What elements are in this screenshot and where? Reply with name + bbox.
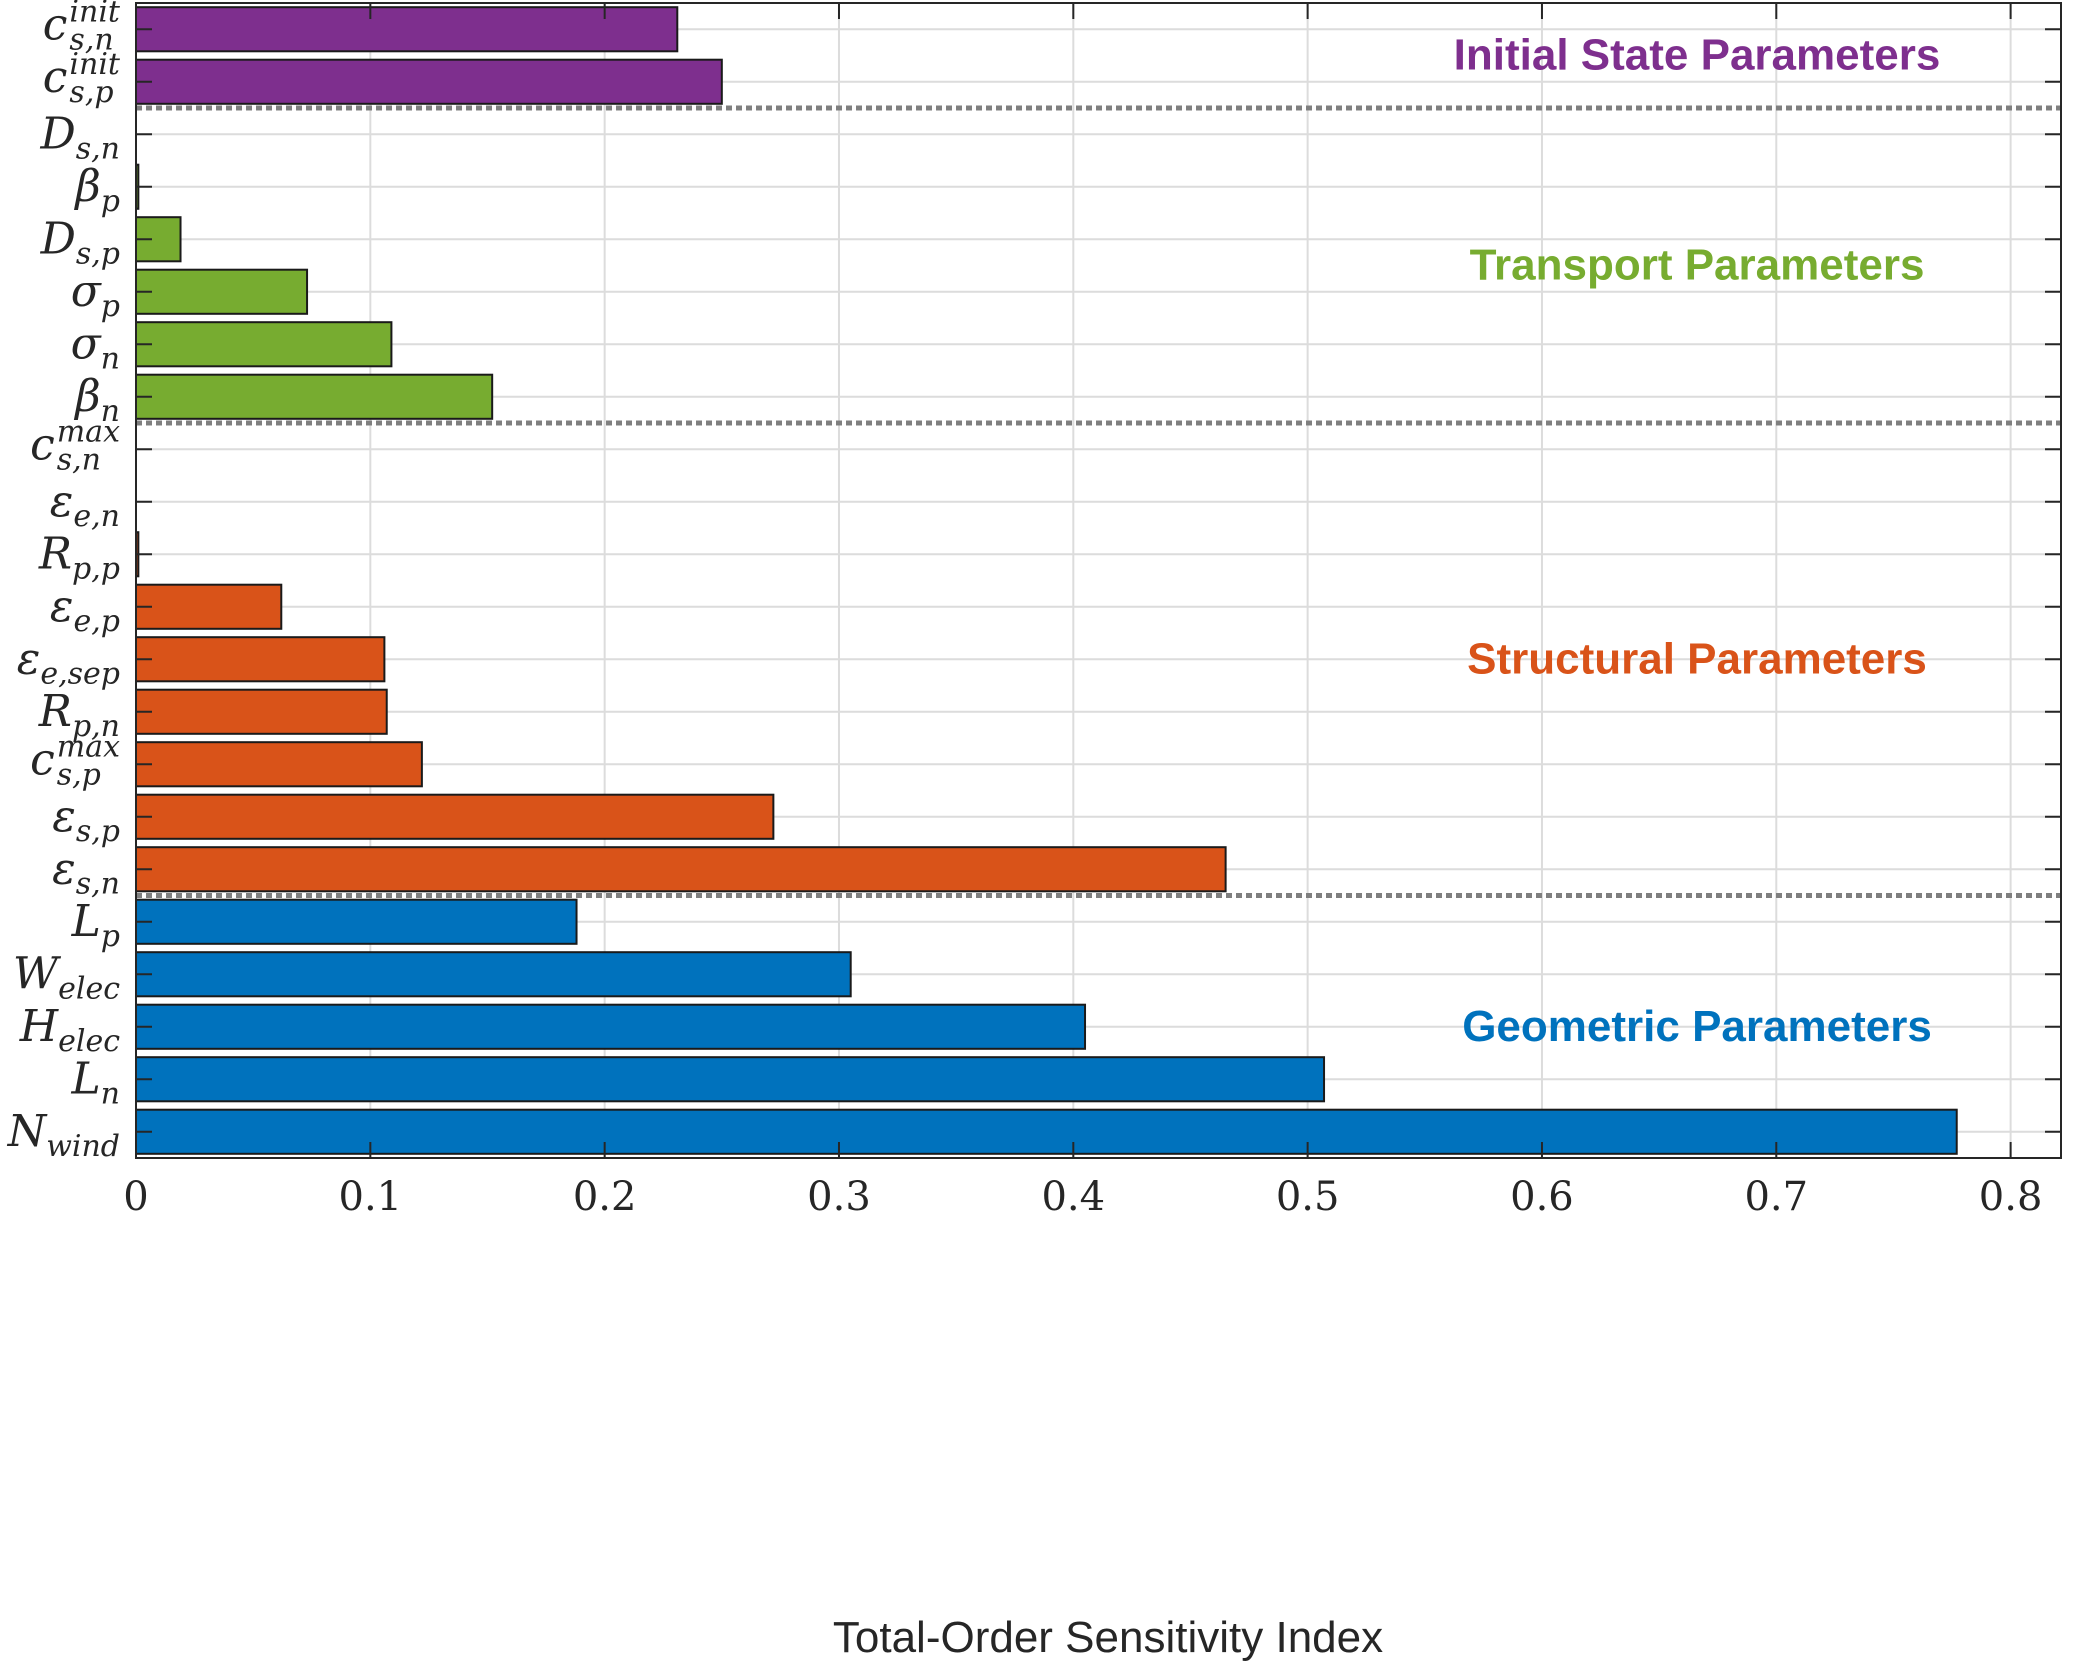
- y-tick-label: c: [30, 734, 55, 785]
- group-label: Structural Parameters: [1467, 634, 1927, 683]
- bar: [135, 268, 309, 315]
- bar: [135, 1003, 1087, 1050]
- bar: [135, 741, 423, 788]
- group-label: Transport Parameters: [1470, 241, 1925, 290]
- y-tick-label: βp: [73, 161, 120, 219]
- x-tick-label: 0: [123, 1174, 148, 1220]
- group-label: Initial State Parameters: [1454, 31, 1941, 80]
- x-tick-label: 0.2: [573, 1174, 637, 1220]
- bar: [135, 688, 388, 735]
- y-tick-label: σp: [71, 266, 120, 324]
- y-tick-label: c: [43, 0, 68, 50]
- y-tick-label: Ln: [70, 1053, 120, 1111]
- y-tick-label-subscript: s,p: [57, 757, 101, 792]
- group-labels: Initial State Parameters Transport Parame…: [1454, 31, 1941, 1051]
- bar: [135, 898, 578, 945]
- y-tick-label: βn: [73, 371, 120, 429]
- x-tick-label: 0.1: [339, 1174, 403, 1220]
- y-tick-label: Ds,n: [39, 108, 120, 166]
- bar: [135, 846, 1227, 893]
- y-tick-label-subscript: s,n: [69, 22, 113, 57]
- bar: [135, 951, 852, 998]
- bar: [135, 58, 723, 105]
- x-tick-label: 0.8: [1979, 1174, 2043, 1220]
- y-tick-label: Nwind: [7, 1106, 120, 1164]
- group-label: Geometric Parameters: [1462, 1002, 1932, 1051]
- y-tick-label: Rp,p: [38, 528, 120, 586]
- y-tick-label-superscript: init: [69, 47, 121, 82]
- x-tick-label: 0.5: [1276, 1174, 1340, 1220]
- axes-layer: [135, 2, 2062, 1159]
- separator-layer: [136, 105, 2061, 898]
- bar: [135, 6, 679, 53]
- y-tick-label-subscript: s,n: [57, 442, 101, 477]
- y-tick-label-superscript: max: [57, 414, 120, 449]
- y-tick-label: εs,n: [52, 843, 120, 901]
- x-tick-labels: 0 0.1 0.2 0.3 0.4 0.5 0.6 0.7 0.8: [123, 1174, 2042, 1220]
- bar: [135, 1056, 1326, 1103]
- y-tick-label: εe,n: [50, 476, 120, 534]
- bar: [135, 636, 386, 683]
- y-tick-label: Helec: [19, 1001, 120, 1059]
- x-tick-label: 0.7: [1744, 1174, 1808, 1220]
- x-tick-label: 0.3: [807, 1174, 871, 1220]
- bar: [135, 793, 775, 840]
- bars-layer: [135, 6, 1958, 1155]
- y-tick-label: εs,p: [52, 791, 120, 849]
- y-tick-label: σn: [71, 318, 120, 376]
- y-tick-label: c: [43, 52, 68, 103]
- bar: [135, 321, 393, 368]
- y-tick-label: c: [30, 419, 55, 470]
- y-tick-label-superscript: max: [57, 729, 120, 764]
- bar: [135, 373, 494, 420]
- y-tick-label-superscript: init: [69, 0, 121, 29]
- y-tick-label: Ds,p: [40, 213, 120, 271]
- y-tick-label: Welec: [13, 948, 120, 1006]
- x-tick-label: 0.6: [1510, 1174, 1574, 1220]
- y-tick-label: εe,p: [50, 581, 120, 639]
- y-tick-label: εe,sep: [17, 633, 120, 691]
- bar: [135, 1108, 1958, 1155]
- y-tick-label: Rp,n: [38, 686, 120, 744]
- x-axis-title: Total-Order Sensitivity Index: [833, 1613, 1383, 1662]
- y-tick-label-subscript: s,p: [69, 75, 113, 110]
- y-tick-label: Lp: [71, 896, 120, 954]
- bar: [135, 583, 283, 630]
- x-tick-label: 0.4: [1041, 1174, 1105, 1220]
- plot-frame: [135, 2, 2062, 1159]
